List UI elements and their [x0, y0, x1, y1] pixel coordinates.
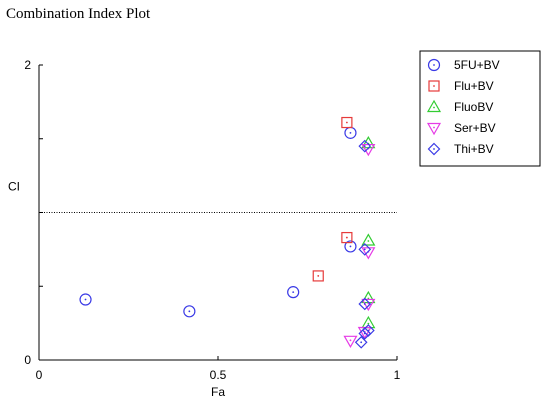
legend-marker [427, 58, 441, 72]
data-point-dot [349, 131, 352, 134]
data-point [358, 327, 372, 340]
y-tick-label: 2 [24, 58, 31, 72]
data-point [312, 270, 324, 282]
data-point [358, 297, 372, 311]
data-point-dot [360, 341, 363, 344]
x-tick-label: 0 [36, 368, 43, 382]
data-point [354, 335, 368, 349]
series-flu-bv [312, 116, 353, 282]
legend-label: Thi+BV [454, 142, 494, 156]
data-point-dot [363, 303, 366, 305]
data-point [79, 293, 92, 306]
data-point [361, 233, 376, 246]
legend-label: FluoBV [454, 100, 493, 114]
chart-title: Combination Index Plot [6, 6, 151, 22]
legend-label: 5FU+BV [454, 58, 500, 72]
legend-marker-dot [433, 126, 435, 129]
series-thi-bv [354, 139, 375, 349]
x-tick-label: 0.5 [210, 368, 227, 382]
x-axis-label: Fa [211, 385, 225, 399]
data-point-dot [345, 121, 348, 124]
data-point [183, 305, 196, 318]
data-point-dot [349, 339, 352, 342]
data-point-dot [363, 145, 366, 148]
legend-label: Flu+BV [454, 79, 494, 93]
y-tick-label: 0 [24, 353, 31, 367]
data-point [362, 324, 375, 337]
data-point [341, 231, 353, 244]
series-ser-bv [343, 143, 376, 349]
legend-marker [426, 122, 442, 136]
y-axis-label: CI [8, 179, 20, 193]
x-tick-label: 1 [394, 368, 401, 382]
data-point-dot [349, 245, 352, 248]
data-point-dot [363, 248, 366, 251]
data-point-dot [84, 298, 87, 301]
legend-marker-dot [433, 148, 435, 150]
data-point [361, 315, 376, 329]
data-point [361, 298, 376, 312]
data-points [79, 116, 376, 349]
data-point [344, 240, 357, 253]
legend-marker [428, 80, 440, 92]
legend-marker [427, 142, 441, 156]
data-point-dot [367, 329, 370, 332]
data-point-dot [367, 322, 370, 325]
data-point [341, 116, 353, 129]
data-point [287, 286, 300, 299]
data-point-dot [292, 291, 295, 294]
data-point-dot [345, 236, 348, 239]
data-point [343, 335, 358, 349]
data-point [358, 243, 372, 256]
series-5fu-bv [79, 126, 357, 318]
axes: 0 0.5 1 0 2 Fa CI [8, 58, 401, 399]
data-point-dot [188, 310, 191, 313]
data-point [358, 139, 372, 153]
legend-marker [426, 99, 442, 113]
legend-label: Ser+BV [454, 121, 496, 135]
legend-marker-dot [433, 85, 435, 87]
legend-box [419, 50, 541, 167]
data-point-dot [367, 240, 370, 242]
data-point [361, 290, 376, 304]
legend-marker-dot [433, 106, 435, 109]
data-point-dot [317, 275, 320, 277]
legend-marker-dot [433, 64, 435, 66]
legend: 5FU+BV Flu+BV FluoBV Ser+BV Thi+BV [419, 50, 541, 167]
